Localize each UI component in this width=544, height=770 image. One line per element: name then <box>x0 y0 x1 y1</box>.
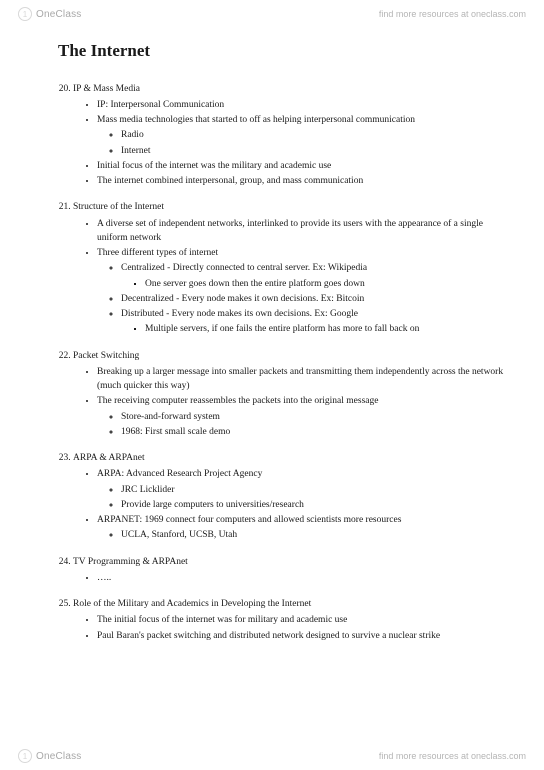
bullet-list-level-1: The initial focus of the internet was fo… <box>73 613 506 643</box>
section-item: ARPA & ARPAnet ARPA: Advanced Research Pr… <box>73 451 506 543</box>
brand-name: OneClass <box>36 9 82 20</box>
bullet-text: Store-and-forward system <box>121 412 220 422</box>
bullet-text: The initial focus of the internet was fo… <box>97 615 347 625</box>
brand-logo-footer: 1 OneClass <box>18 749 82 763</box>
header-tagline: find more resources at oneclass.com <box>379 9 526 19</box>
section-item: Packet Switching Breaking up a larger mes… <box>73 349 506 440</box>
bullet-item: Initial focus of the internet was the mi… <box>97 159 506 173</box>
bullet-text: A diverse set of independent networks, i… <box>97 219 483 243</box>
bullet-text: Breaking up a larger message into smalle… <box>97 367 503 391</box>
bullet-text: Three different types of internet <box>97 248 218 258</box>
bullet-list-level-2: Centralized - Directly connected to cent… <box>97 261 506 336</box>
document-title: The Internet <box>58 38 506 64</box>
page-header: 1 OneClass find more resources at onecla… <box>0 0 544 28</box>
bullet-list-level-1: IP: Interpersonal Communication Mass medi… <box>73 98 506 189</box>
logo-icon: 1 <box>18 7 32 21</box>
bullet-text: IP: Interpersonal Communication <box>97 100 224 110</box>
section-heading: IP & Mass Media <box>73 84 140 94</box>
bullet-item: 1968: First small scale demo <box>121 425 506 439</box>
brand-name-footer: OneClass <box>36 751 82 762</box>
bullet-item: Provide large computers to universities/… <box>121 498 506 512</box>
bullet-item: UCLA, Stanford, UCSB, Utah <box>121 528 506 542</box>
bullet-text: Paul Baran's packet switching and distri… <box>97 631 440 641</box>
page-footer: 1 OneClass find more resources at onecla… <box>0 742 544 770</box>
bullet-text: Internet <box>121 146 151 156</box>
bullet-item: Centralized - Directly connected to cent… <box>121 261 506 291</box>
bullet-item: Internet <box>121 144 506 158</box>
bullet-item: ….. <box>97 571 506 585</box>
bullet-text: ….. <box>97 573 111 583</box>
section-heading: TV Programming & ARPAnet <box>73 557 188 567</box>
bullet-list-level-2: JRC Licklider Provide large computers to … <box>97 483 506 513</box>
section-heading: Packet Switching <box>73 351 139 361</box>
section-item: IP & Mass Media IP: Interpersonal Communi… <box>73 82 506 189</box>
bullet-item: Multiple servers, if one fails the entir… <box>145 322 506 336</box>
bullet-text: The internet combined interpersonal, gro… <box>97 176 363 186</box>
bullet-item: ARPANET: 1969 connect four computers and… <box>97 513 506 543</box>
bullet-list-level-2: Store-and-forward system 1968: First smal… <box>97 410 506 440</box>
bullet-list-level-1: ARPA: Advanced Research Project Agency JR… <box>73 467 506 542</box>
bullet-item: Store-and-forward system <box>121 410 506 424</box>
bullet-text: Multiple servers, if one fails the entir… <box>145 324 419 334</box>
bullet-list-level-1: ….. <box>73 571 506 585</box>
bullet-item: ARPA: Advanced Research Project Agency JR… <box>97 467 506 512</box>
bullet-list-level-3: Multiple servers, if one fails the entir… <box>121 322 506 336</box>
bullet-item: The receiving computer reassembles the p… <box>97 394 506 439</box>
section-list: IP & Mass Media IP: Interpersonal Communi… <box>58 82 506 643</box>
bullet-text: The receiving computer reassembles the p… <box>97 396 378 406</box>
bullet-text: ARPA: Advanced Research Project Agency <box>97 469 262 479</box>
bullet-list-level-3: One server goes down then the entire pla… <box>121 277 506 291</box>
bullet-item: Radio <box>121 128 506 142</box>
bullet-item: IP: Interpersonal Communication <box>97 98 506 112</box>
bullet-list-level-2: Radio Internet <box>97 128 506 158</box>
bullet-text: 1968: First small scale demo <box>121 427 230 437</box>
brand-logo: 1 OneClass <box>18 7 82 21</box>
bullet-item: Distributed - Every node makes its own d… <box>121 307 506 337</box>
bullet-text: Mass media technologies that started to … <box>97 115 415 125</box>
bullet-text: UCLA, Stanford, UCSB, Utah <box>121 530 237 540</box>
logo-icon: 1 <box>18 749 32 763</box>
bullet-text: Decentralized - Every node makes it own … <box>121 294 364 304</box>
bullet-text: Provide large computers to universities/… <box>121 500 304 510</box>
section-heading: Role of the Military and Academics in De… <box>73 599 311 609</box>
bullet-text: Radio <box>121 130 144 140</box>
section-item: Role of the Military and Academics in De… <box>73 597 506 643</box>
bullet-item: The initial focus of the internet was fo… <box>97 613 506 627</box>
bullet-list-level-1: Breaking up a larger message into smalle… <box>73 365 506 439</box>
bullet-item: The internet combined interpersonal, gro… <box>97 174 506 188</box>
bullet-item: Paul Baran's packet switching and distri… <box>97 629 506 643</box>
bullet-item: One server goes down then the entire pla… <box>145 277 506 291</box>
bullet-item: Breaking up a larger message into smalle… <box>97 365 506 394</box>
bullet-list-level-1: A diverse set of independent networks, i… <box>73 217 506 337</box>
bullet-list-level-2: UCLA, Stanford, UCSB, Utah <box>97 528 506 542</box>
section-item: Structure of the Internet A diverse set o… <box>73 200 506 336</box>
bullet-text: One server goes down then the entire pla… <box>145 279 365 289</box>
footer-tagline: find more resources at oneclass.com <box>379 751 526 761</box>
bullet-text: ARPANET: 1969 connect four computers and… <box>97 515 401 525</box>
bullet-text: Distributed - Every node makes its own d… <box>121 309 358 319</box>
section-heading: ARPA & ARPAnet <box>73 453 145 463</box>
section-heading: Structure of the Internet <box>73 202 164 212</box>
bullet-text: Centralized - Directly connected to cent… <box>121 263 367 273</box>
bullet-item: Mass media technologies that started to … <box>97 113 506 158</box>
section-item: TV Programming & ARPAnet ….. <box>73 555 506 586</box>
bullet-item: Decentralized - Every node makes it own … <box>121 292 506 306</box>
bullet-item: Three different types of internet Central… <box>97 246 506 337</box>
bullet-item: JRC Licklider <box>121 483 506 497</box>
document-body: The Internet IP & Mass Media IP: Interper… <box>58 38 506 736</box>
bullet-text: Initial focus of the internet was the mi… <box>97 161 331 171</box>
bullet-item: A diverse set of independent networks, i… <box>97 217 506 246</box>
bullet-text: JRC Licklider <box>121 485 175 495</box>
